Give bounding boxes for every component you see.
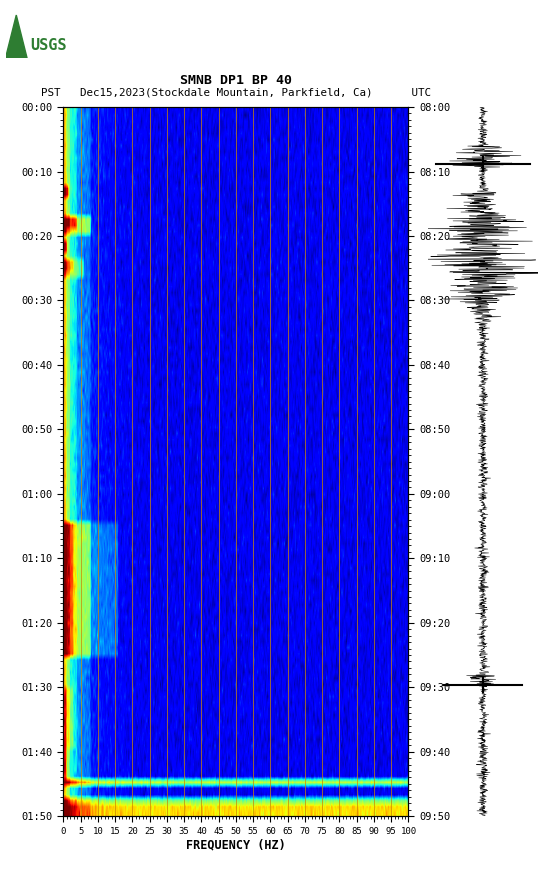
X-axis label: FREQUENCY (HZ): FREQUENCY (HZ) <box>186 838 286 851</box>
Text: PST   Dec15,2023(Stockdale Mountain, Parkfield, Ca)      UTC: PST Dec15,2023(Stockdale Mountain, Parkf… <box>41 87 431 97</box>
Text: USGS: USGS <box>31 38 67 54</box>
Text: SMNB DP1 BP 40: SMNB DP1 BP 40 <box>181 73 292 87</box>
Polygon shape <box>6 15 27 58</box>
